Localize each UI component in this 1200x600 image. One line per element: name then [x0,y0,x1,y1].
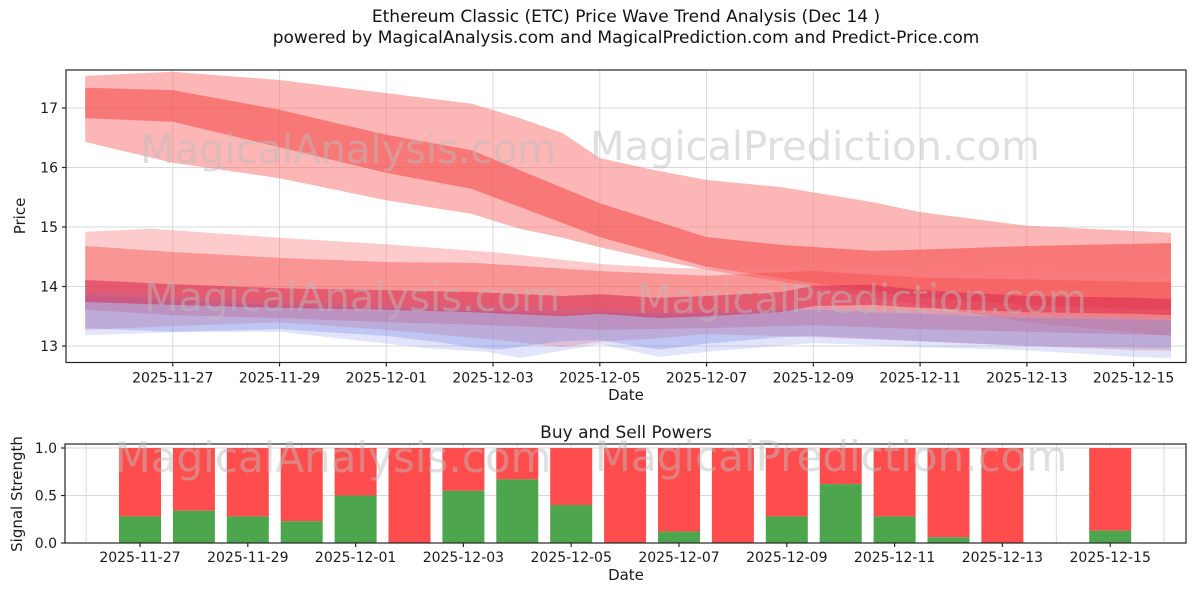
x-tick-label: 2025-11-29 [207,550,288,566]
bar-sell [280,448,323,522]
y-tick-label: 15 [40,220,58,236]
watermark-text: MagicalAnalysis.com [140,127,556,173]
x-tick-label: 2025-12-13 [986,371,1067,387]
bar-buy [442,490,485,543]
plot-border [65,69,1187,364]
x-tick-label: 2025-12-15 [1070,550,1151,566]
main-title: Ethereum Classic (ETC) Price Wave Trend … [371,7,881,27]
bar-sell [388,448,431,543]
bar-sell [1089,448,1132,531]
bar-sell [550,448,593,505]
bar-sell [927,448,970,538]
bar-sell [658,448,700,532]
bar-buy [927,537,970,543]
price-bands [85,71,1172,358]
price-band-cluster-pink [85,228,1172,351]
price-band-cluster-core [85,280,1172,318]
plot-border [64,443,1187,544]
main-subtitle: powered by MagicalAnalysis.com and Magic… [272,28,980,48]
x-tick-label: 2025-11-29 [239,371,320,387]
axis-label-price: Price [11,198,29,235]
x-tick-label: 2025-12-09 [746,550,827,566]
x-tick-label: 2025-12-15 [1093,371,1174,387]
x-tick-label: 2025-12-11 [854,550,935,566]
chart-title-buy-sell: Buy and Sell Powers [540,423,712,443]
watermark-text: MagicalAnalysis.com [115,433,552,482]
bar-sell [334,448,377,496]
price-band-cluster-red [85,246,1172,336]
y-tick-label: 0.0 [35,536,57,552]
bar-sell [442,448,485,491]
bar-buy [496,479,539,543]
y-tick-label: 13 [40,339,58,355]
bar-buy [280,521,323,543]
bar-buy [1089,530,1132,543]
x-tick-label: 2025-12-03 [452,371,533,387]
y-tick-label: 17 [40,101,58,117]
bar-buy [873,516,916,543]
y-tick-label: 16 [40,161,58,177]
bar-sell [765,448,808,517]
bar-sell [496,448,539,480]
bar-sell [981,448,1024,543]
bar-sell [873,448,916,517]
watermark-text: MagicalPrediction.com [637,277,1087,323]
bar-sell [711,448,754,543]
axis-label-signal-strength: Signal Strength [8,436,26,552]
bar-sell [119,448,161,517]
price-chart: 13 14 15 16 17 2025-11-27 2025-11-29 2025-12-01… [11,69,1187,404]
x-tick-label: 2025-12-01 [315,550,396,566]
signal-chart: 0.0 0.5 1.0 2025-11-27 2025-11-29 2025-12-01 2… [8,423,1187,584]
bar-buy [226,516,269,543]
bar-sell [226,448,269,517]
x-tick-label: 2025-12-09 [773,371,854,387]
bar-buy [334,495,377,543]
bar-sell [604,448,647,543]
bar-sell [819,448,862,485]
x-tick-label: 2025-11-27 [99,550,180,566]
bar-buy [819,484,862,543]
bar-buy [658,531,700,543]
watermark-text: MagicalAnalysis.com [144,275,560,321]
bar-buy [172,510,215,543]
watermark-text: MagicalPrediction.com [590,124,1040,170]
y-tick-label: 1.0 [35,441,57,457]
bar-buy [765,516,808,543]
axis-label-date: Date [608,566,644,584]
y-tick-label: 0.5 [35,489,57,505]
y-tick-label: 14 [40,280,58,296]
bar-buy [550,505,593,543]
x-tick-label: 2025-12-03 [423,550,504,566]
x-tick-label: 2025-12-07 [638,550,719,566]
watermark-text: MagicalPrediction.com [595,432,1068,481]
x-tick-label: 2025-11-27 [132,371,213,387]
x-tick-label: 2025-12-05 [559,371,640,387]
bar-buy [119,516,161,543]
x-tick-label: 2025-12-13 [962,550,1043,566]
bar-sell [172,448,215,511]
x-tick-label: 2025-12-11 [879,371,960,387]
x-tick-label: 2025-12-05 [531,550,612,566]
price-band-forecast-inner [85,87,1172,310]
x-tick-label: 2025-12-07 [666,371,747,387]
x-tick-label: 2025-12-01 [346,371,427,387]
axis-label-date: Date [608,386,644,404]
